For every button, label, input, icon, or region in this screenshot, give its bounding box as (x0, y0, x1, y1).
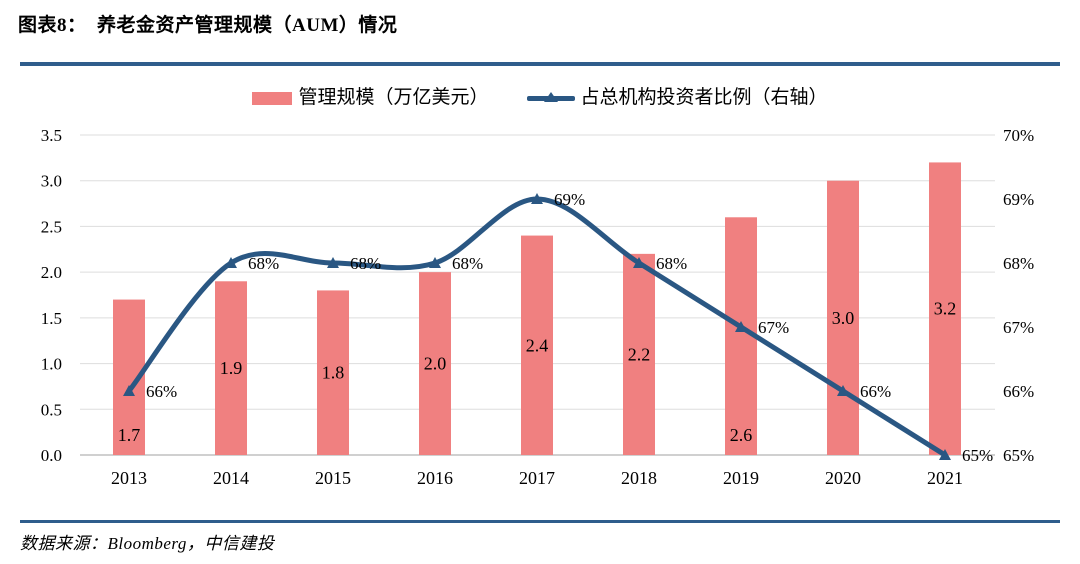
left-axis-tick: 0.5 (41, 400, 62, 419)
marker-2014 (225, 257, 237, 268)
x-axis-label-2016: 2016 (417, 468, 453, 488)
right-axis-tick: 69% (1003, 190, 1034, 209)
bar-label-2015: 1.8 (322, 363, 345, 383)
bar-series-swatch-icon (252, 91, 293, 105)
bar-label-2016: 2.0 (424, 354, 447, 374)
bar-label-2019: 2.6 (730, 425, 753, 445)
pct-label-2015: 68% (350, 254, 381, 273)
left-axis-tick: 3.0 (41, 172, 62, 191)
marker-2015 (327, 257, 339, 268)
data-source: 数据来源：Bloomberg，中信建投 (20, 534, 275, 553)
bottom-divider (20, 520, 1060, 523)
x-axis-label-2013: 2013 (111, 468, 147, 488)
pct-label-2017: 69% (554, 190, 585, 209)
x-axis-label-2015: 2015 (315, 468, 351, 488)
pct-label-2021: 65% (962, 446, 993, 465)
left-axis-tick: 1.5 (41, 309, 62, 328)
legend-item-ratio: 占总机构投资者比例（右轴） (526, 84, 828, 112)
pct-label-2016: 68% (452, 254, 483, 273)
marker-2017 (531, 193, 543, 204)
bar-2020 (827, 180, 859, 455)
legend-label-aum: 管理规模（万亿美元） (298, 87, 489, 108)
bar-label-2014: 1.9 (220, 358, 243, 378)
right-axis-tick: 68% (1003, 254, 1034, 273)
x-axis-label-2018: 2018 (621, 468, 657, 488)
marker-2016 (429, 257, 441, 268)
bar-label-2017: 2.4 (526, 335, 549, 355)
right-axis-tick: 66% (1003, 382, 1034, 401)
bar-label-2018: 2.2 (628, 344, 651, 364)
marker-2018 (633, 257, 645, 268)
line-series-swatch-icon (526, 90, 575, 106)
pct-label-2014: 68% (248, 254, 279, 273)
bar-2014 (215, 281, 247, 455)
bar-label-2021: 3.2 (934, 299, 957, 319)
marker-2013 (123, 385, 135, 396)
left-axis-tick: 2.0 (41, 263, 62, 282)
x-axis-label-2020: 2020 (825, 468, 861, 488)
figure-title: 图表8： 养老金资产管理规模（AUM）情况 (18, 15, 398, 36)
pct-label-2013: 66% (146, 382, 177, 401)
bar-2016 (419, 272, 451, 455)
bar-label-2013: 1.7 (118, 425, 141, 445)
legend-label-ratio: 占总机构投资者比例（右轴） (580, 87, 828, 108)
bar-2017 (521, 235, 553, 455)
legend-item-aum: 管理规模（万亿美元） (252, 84, 489, 112)
bar-2021 (929, 162, 961, 455)
bar-2015 (317, 290, 349, 455)
left-axis-tick: 3.5 (41, 126, 62, 145)
marker-2020 (837, 385, 849, 396)
pct-label-2019: 67% (758, 318, 789, 337)
bar-label-2020: 3.0 (832, 308, 855, 328)
left-axis-tick: 2.5 (41, 217, 62, 236)
top-divider (20, 62, 1060, 66)
chart-legend: 管理规模（万亿美元） 占总机构投资者比例（右轴） (0, 84, 1080, 112)
left-axis-tick: 1.0 (41, 355, 62, 374)
x-axis-label-2019: 2019 (723, 468, 759, 488)
right-axis-tick: 70% (1003, 126, 1034, 145)
right-axis-tick: 65% (1003, 446, 1034, 465)
x-axis-label-2014: 2014 (213, 468, 249, 488)
pct-label-2020: 66% (860, 382, 891, 401)
marker-2019 (735, 321, 747, 332)
x-axis-label-2021: 2021 (927, 468, 963, 488)
marker-2021 (939, 449, 951, 460)
x-axis-label-2017: 2017 (519, 468, 555, 488)
pct-label-2018: 68% (656, 254, 687, 273)
right-axis-tick: 67% (1003, 318, 1034, 337)
left-axis-tick: 0.0 (41, 446, 62, 465)
bar-2018 (623, 253, 655, 455)
combo-chart: 0.0 0.5 1.0 1.5 2.0 2.5 3.0 3.5 65% 66% 67% 68% 69% 7… (41, 126, 1034, 488)
